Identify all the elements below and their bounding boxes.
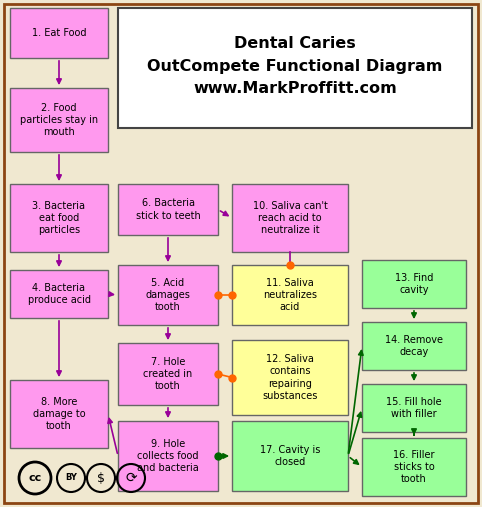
FancyBboxPatch shape — [362, 322, 466, 370]
Text: 13. Find
cavity: 13. Find cavity — [395, 273, 433, 295]
FancyBboxPatch shape — [362, 260, 466, 308]
Text: 8. More
damage to
tooth: 8. More damage to tooth — [33, 396, 85, 431]
FancyBboxPatch shape — [232, 340, 348, 415]
Text: 17. Cavity is
closed: 17. Cavity is closed — [260, 445, 320, 467]
Text: 12. Saliva
contains
repairing
substances: 12. Saliva contains repairing substances — [262, 354, 318, 401]
Text: $: $ — [97, 472, 105, 485]
FancyBboxPatch shape — [362, 384, 466, 432]
Text: 1. Eat Food: 1. Eat Food — [32, 28, 86, 38]
Text: 11. Saliva
neutralizes
acid: 11. Saliva neutralizes acid — [263, 278, 317, 312]
Text: 7. Hole
created in
tooth: 7. Hole created in tooth — [143, 356, 193, 391]
Text: ⟳: ⟳ — [125, 471, 137, 485]
FancyBboxPatch shape — [232, 265, 348, 325]
FancyBboxPatch shape — [232, 421, 348, 491]
FancyBboxPatch shape — [118, 184, 218, 235]
FancyBboxPatch shape — [10, 8, 108, 58]
FancyBboxPatch shape — [118, 8, 472, 128]
Text: 4. Bacteria
produce acid: 4. Bacteria produce acid — [27, 283, 91, 305]
Text: Dental Caries
OutCompete Functional Diagram
www.MarkProffitt.com: Dental Caries OutCompete Functional Diag… — [147, 37, 442, 96]
Text: 2. Food
particles stay in
mouth: 2. Food particles stay in mouth — [20, 102, 98, 137]
Text: BY: BY — [65, 474, 77, 483]
Text: 6. Bacteria
stick to teeth: 6. Bacteria stick to teeth — [135, 198, 201, 221]
FancyBboxPatch shape — [118, 343, 218, 405]
FancyBboxPatch shape — [10, 380, 108, 448]
Text: 15. Fill hole
with filler: 15. Fill hole with filler — [386, 397, 442, 419]
Text: 16. Filler
sticks to
tooth: 16. Filler sticks to tooth — [393, 450, 435, 484]
Text: 5. Acid
damages
tooth: 5. Acid damages tooth — [146, 278, 190, 312]
Text: 3. Bacteria
eat food
particles: 3. Bacteria eat food particles — [32, 201, 85, 235]
FancyBboxPatch shape — [10, 88, 108, 152]
Text: 14. Remove
decay: 14. Remove decay — [385, 335, 443, 357]
FancyBboxPatch shape — [362, 438, 466, 496]
Text: 9. Hole
collects food
and bacteria: 9. Hole collects food and bacteria — [137, 439, 199, 474]
FancyBboxPatch shape — [118, 265, 218, 325]
Text: 10. Saliva can't
reach acid to
neutralize it: 10. Saliva can't reach acid to neutraliz… — [253, 201, 327, 235]
FancyBboxPatch shape — [232, 184, 348, 252]
FancyBboxPatch shape — [10, 184, 108, 252]
FancyBboxPatch shape — [118, 421, 218, 491]
FancyBboxPatch shape — [10, 270, 108, 318]
Text: cc: cc — [28, 473, 41, 483]
